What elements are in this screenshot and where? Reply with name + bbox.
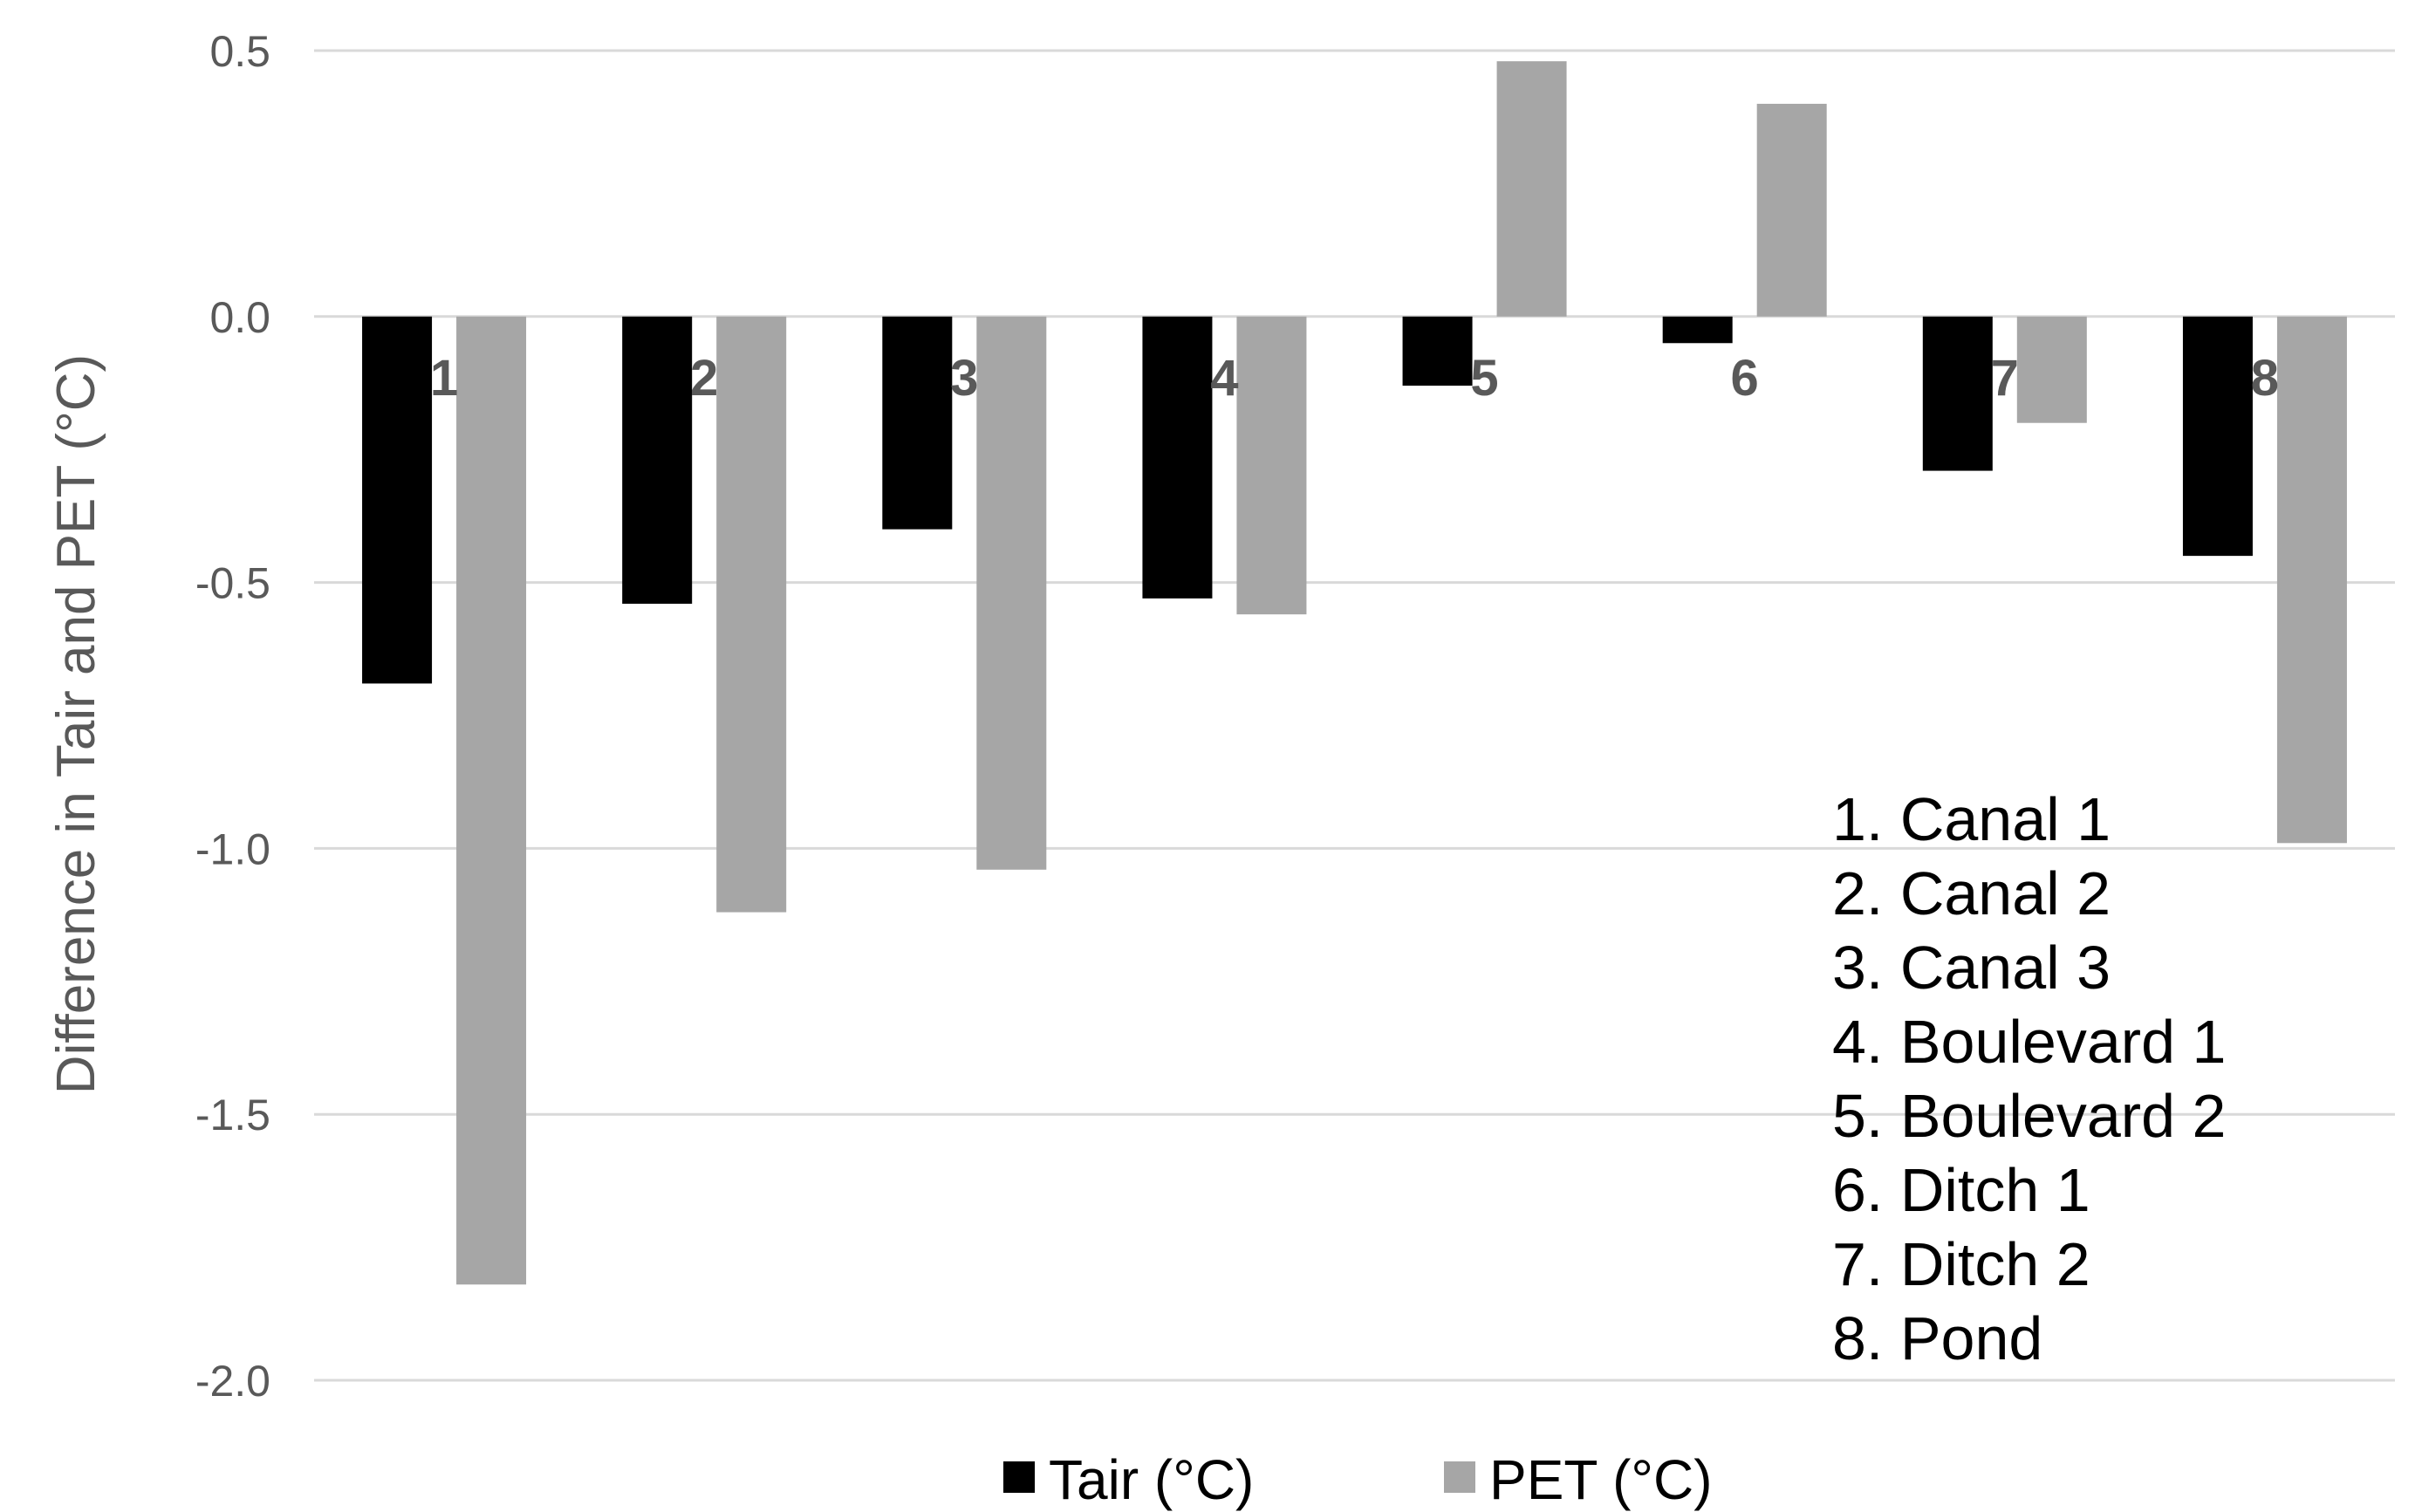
site-key-item: 1. Canal 1 xyxy=(1832,785,2111,853)
site-key-item: 8. Pond xyxy=(1832,1304,2042,1372)
site-key-item: 6. Ditch 1 xyxy=(1832,1156,2090,1224)
category-label: 2 xyxy=(690,350,718,407)
y-tick-label: -1.0 xyxy=(195,824,270,873)
site-key-item: 7. Ditch 2 xyxy=(1832,1230,2090,1298)
y-tick-label: -2.0 xyxy=(195,1357,270,1406)
site-key-item: 2. Canal 2 xyxy=(1832,859,2111,927)
y-axis-ticks: 0.5 0.0 -0.5 -1.0 -1.5 -2.0 xyxy=(195,27,270,1406)
y-tick-label: -0.5 xyxy=(195,559,270,608)
bar-pet-4 xyxy=(1236,316,1307,615)
bar-pet-2 xyxy=(716,316,787,913)
bar-pet-7 xyxy=(2016,316,2087,423)
bar-pet-6 xyxy=(1756,103,1827,317)
legend-swatch xyxy=(1444,1461,1475,1493)
bar-pet-5 xyxy=(1496,61,1567,317)
category-label: 4 xyxy=(1210,350,1238,407)
bar-tair-2 xyxy=(622,316,693,604)
bar-tair-4 xyxy=(1142,316,1213,599)
y-tick-label: -1.5 xyxy=(195,1091,270,1139)
legend-label: PET (°C) xyxy=(1489,1448,1713,1511)
bar-pet-3 xyxy=(976,316,1047,870)
category-label: 7 xyxy=(1991,350,2019,407)
bar-tair-3 xyxy=(882,316,953,530)
legend-swatch xyxy=(1003,1461,1035,1493)
bar-pet-8 xyxy=(2276,316,2347,844)
y-tick-label: 0.5 xyxy=(209,27,270,76)
bar-tair-1 xyxy=(362,316,433,684)
bar-tair-6 xyxy=(1662,316,1733,344)
category-labels: 1 2 3 4 5 6 7 8 xyxy=(430,350,2279,407)
site-key-item: 3. Canal 3 xyxy=(1832,934,2111,1002)
site-key-list: 1. Canal 12. Canal 2 3. Canal 34. Bouleva… xyxy=(1832,785,2226,1372)
legend-label: Tair (°C) xyxy=(1049,1448,1254,1511)
legend: Tair (°C) PET (°C) xyxy=(1003,1448,1713,1511)
y-axis-label: Difference in Tair and PET (°C) xyxy=(46,354,106,1094)
category-label: 6 xyxy=(1731,350,1759,407)
category-label: 8 xyxy=(2251,350,2279,407)
category-label: 3 xyxy=(950,350,978,407)
bar-pet-1 xyxy=(456,316,527,1285)
category-label: 5 xyxy=(1470,350,1498,407)
y-tick-label: 0.0 xyxy=(209,293,270,342)
bars xyxy=(362,61,2347,1285)
site-key-item: 5. Boulevard 2 xyxy=(1832,1082,2226,1150)
bar-tair-5 xyxy=(1402,316,1473,387)
site-key-item: 4. Boulevard 1 xyxy=(1832,1008,2226,1076)
bar-tair-7 xyxy=(1922,316,1993,471)
category-label: 1 xyxy=(430,350,458,407)
bar-tair-8 xyxy=(2182,316,2253,557)
